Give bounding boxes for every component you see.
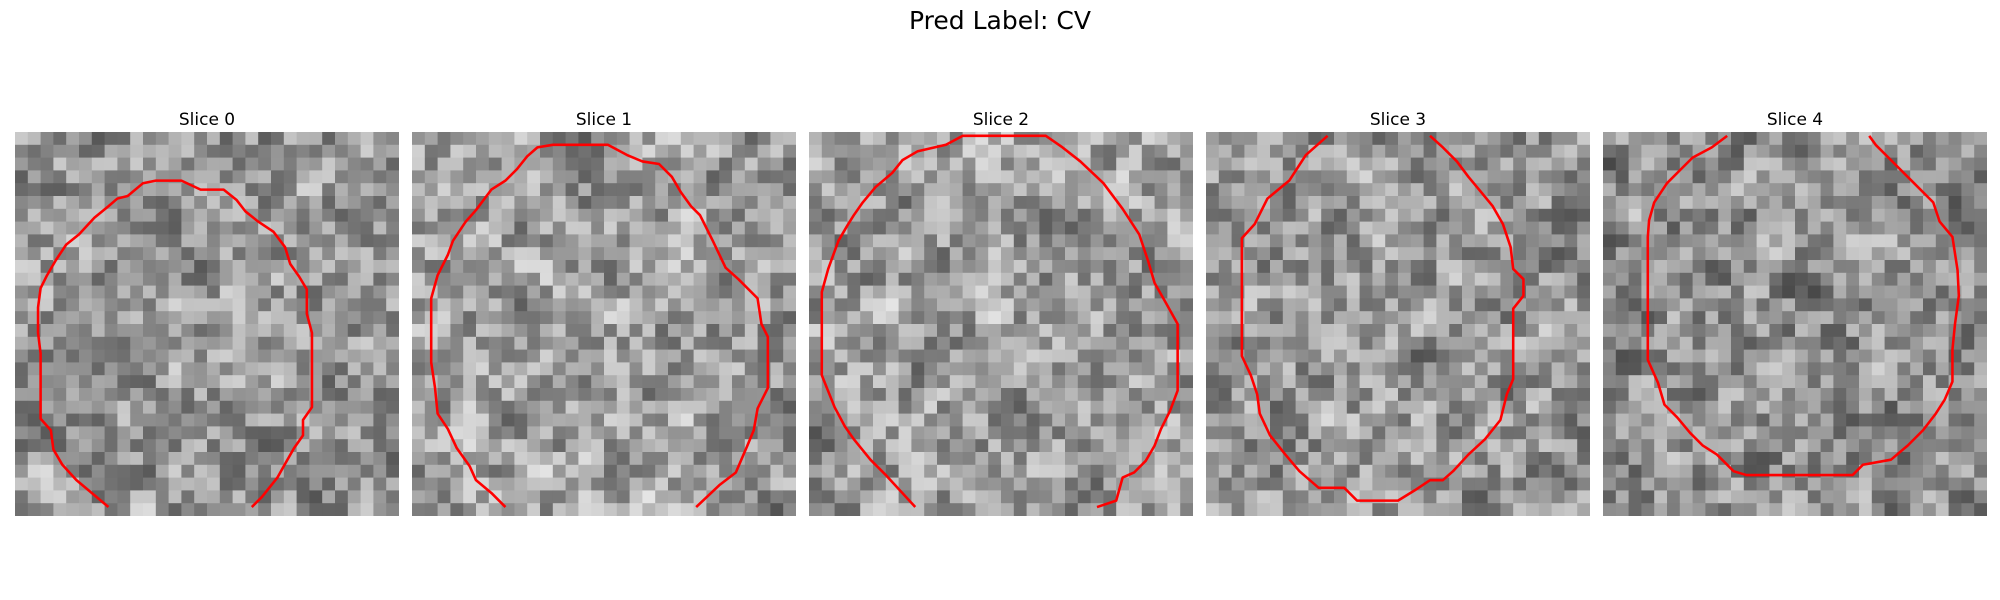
slice-image — [1206, 132, 1590, 516]
panel-title: Slice 0 — [178, 110, 236, 130]
contour-outline — [820, 134, 1179, 509]
panel-title: Slice 1 — [575, 110, 633, 130]
panel-title: Slice 3 — [1369, 110, 1427, 130]
slice-image — [412, 132, 796, 516]
slice-image — [809, 132, 1193, 516]
contour-outline — [429, 143, 770, 508]
panel-slice-3: Slice 3 — [1206, 108, 1590, 516]
contour-outline — [1240, 134, 1525, 502]
panel-slice-4: Slice 4 — [1603, 108, 1987, 516]
contour-outline — [1646, 134, 1961, 477]
figure-title: Pred Label: CV — [909, 6, 1091, 35]
slice-image — [1603, 132, 1987, 516]
panel-slice-0: Slice 0 — [15, 108, 399, 516]
panel-slice-1: Slice 1 — [412, 108, 796, 516]
slice-image — [15, 132, 399, 516]
panel-slice-2: Slice 2 — [809, 108, 1193, 516]
contour-outline — [36, 179, 314, 509]
panel-title: Slice 2 — [972, 110, 1030, 130]
panel-title: Slice 4 — [1766, 110, 1824, 130]
